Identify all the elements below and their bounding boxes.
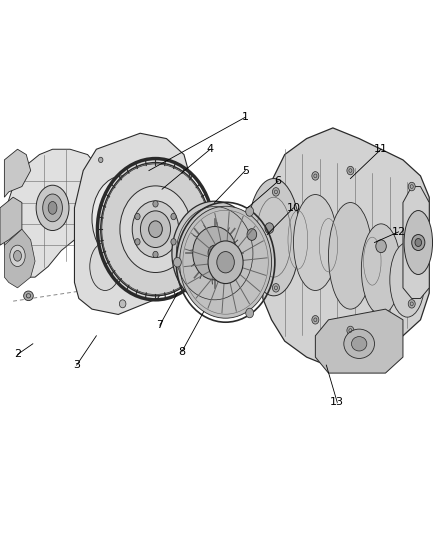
Polygon shape [263, 128, 429, 368]
Ellipse shape [119, 300, 126, 308]
Ellipse shape [153, 252, 158, 257]
Ellipse shape [10, 245, 25, 266]
Ellipse shape [101, 163, 210, 296]
Ellipse shape [193, 227, 237, 280]
Ellipse shape [272, 188, 279, 196]
Polygon shape [0, 197, 22, 245]
Ellipse shape [265, 223, 274, 233]
Text: 8: 8 [178, 347, 185, 357]
Text: 6: 6 [275, 176, 282, 186]
Ellipse shape [246, 207, 254, 216]
Ellipse shape [312, 172, 319, 180]
Ellipse shape [180, 206, 272, 318]
Ellipse shape [171, 213, 176, 220]
Ellipse shape [167, 172, 174, 180]
Ellipse shape [344, 329, 374, 358]
Ellipse shape [247, 229, 257, 240]
Text: 1: 1 [242, 112, 249, 122]
Ellipse shape [351, 337, 367, 351]
Polygon shape [4, 149, 101, 277]
Ellipse shape [99, 157, 103, 163]
Ellipse shape [135, 239, 140, 245]
Ellipse shape [408, 182, 415, 191]
Ellipse shape [48, 201, 57, 214]
Ellipse shape [171, 239, 176, 245]
Ellipse shape [328, 203, 372, 309]
Ellipse shape [404, 211, 432, 274]
Ellipse shape [247, 179, 300, 296]
Ellipse shape [376, 240, 386, 253]
Polygon shape [403, 187, 429, 298]
Ellipse shape [173, 257, 181, 267]
Text: 11: 11 [374, 144, 388, 154]
Text: 7: 7 [156, 320, 163, 330]
Text: 3: 3 [73, 360, 80, 370]
Text: 12: 12 [392, 227, 406, 237]
Ellipse shape [141, 211, 170, 247]
Ellipse shape [217, 252, 234, 273]
Ellipse shape [361, 224, 401, 314]
Ellipse shape [312, 316, 319, 324]
Text: 13: 13 [330, 398, 344, 407]
Ellipse shape [36, 185, 69, 231]
Ellipse shape [120, 186, 191, 272]
Ellipse shape [412, 235, 425, 251]
Ellipse shape [92, 176, 153, 261]
Ellipse shape [347, 166, 354, 175]
Polygon shape [118, 171, 149, 208]
Ellipse shape [415, 239, 421, 247]
Ellipse shape [14, 251, 21, 261]
Ellipse shape [408, 300, 415, 308]
Text: 5: 5 [242, 166, 249, 175]
Ellipse shape [293, 195, 337, 290]
Ellipse shape [132, 201, 179, 257]
Ellipse shape [347, 326, 354, 335]
Ellipse shape [272, 284, 279, 292]
Ellipse shape [246, 308, 254, 318]
Text: 2: 2 [14, 350, 21, 359]
Ellipse shape [390, 243, 425, 317]
Ellipse shape [172, 201, 257, 305]
Text: 4: 4 [207, 144, 214, 154]
Ellipse shape [208, 245, 221, 261]
Ellipse shape [208, 241, 243, 284]
Ellipse shape [42, 194, 62, 222]
Polygon shape [4, 149, 31, 197]
Polygon shape [4, 229, 35, 288]
Polygon shape [74, 133, 193, 314]
Text: 10: 10 [286, 203, 300, 213]
Ellipse shape [90, 243, 120, 290]
Ellipse shape [153, 201, 158, 207]
Ellipse shape [24, 291, 33, 301]
Ellipse shape [148, 221, 162, 238]
Ellipse shape [135, 213, 140, 220]
Polygon shape [315, 309, 403, 373]
